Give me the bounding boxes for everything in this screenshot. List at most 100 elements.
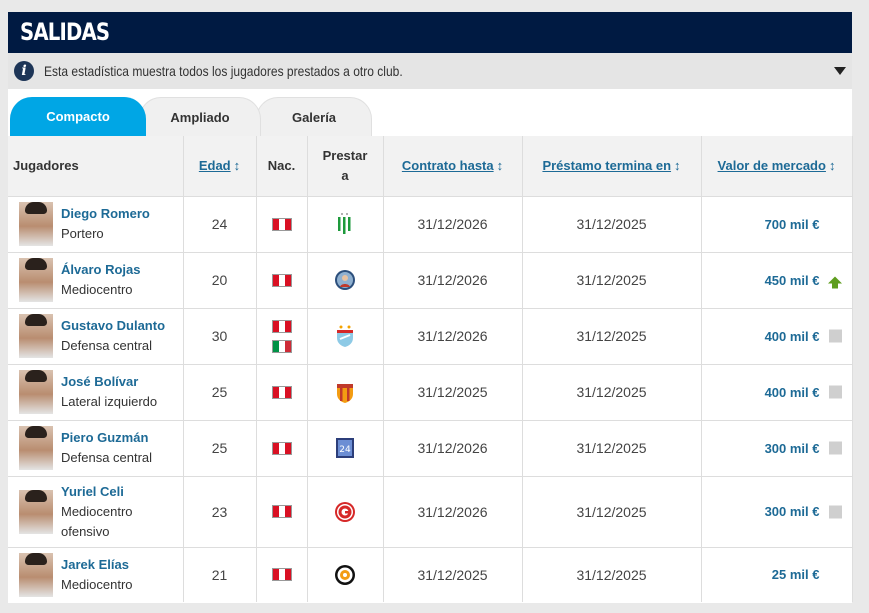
- player-photo[interactable]: [19, 489, 53, 534]
- market-value-link[interactable]: 400 mil €: [764, 384, 820, 400]
- sort-valor-link[interactable]: Valor de mercado: [717, 157, 826, 173]
- sort-icon[interactable]: ↕: [828, 157, 836, 173]
- col-contrato[interactable]: Contrato hasta ↕: [383, 136, 523, 197]
- col-prestar-a-label: Prestar a: [322, 147, 368, 183]
- col-prestar-a: Prestar a: [307, 136, 384, 197]
- player-photo[interactable]: [19, 314, 53, 358]
- contract-cell: 31/12/2026: [383, 420, 523, 477]
- loan-club-cell[interactable]: [307, 476, 384, 548]
- tab-galeria[interactable]: Galería: [256, 97, 372, 136]
- nationality-cell: [256, 252, 308, 309]
- player-position: Mediocentro: [61, 576, 133, 592]
- col-edad[interactable]: Edad ↕: [183, 136, 257, 197]
- table-row: Piero Guzmán Defensa central 25 24 31/12…: [8, 420, 853, 477]
- player-name-link[interactable]: Yuriel Celi: [61, 483, 124, 499]
- flag-it-icon: [271, 339, 292, 353]
- market-value-link[interactable]: 400 mil €: [764, 328, 820, 344]
- flag-pe-icon: [271, 568, 292, 582]
- sort-contrato-link[interactable]: Contrato hasta: [401, 157, 494, 173]
- flag-pe-icon: [271, 319, 292, 333]
- age-cell: 21: [183, 547, 257, 602]
- player-photo[interactable]: [19, 552, 53, 597]
- player-cell: Gustavo Dulanto Defensa central: [8, 308, 184, 365]
- svg-text:24: 24: [339, 445, 351, 455]
- player-cell: Álvaro Rojas Mediocentro: [8, 252, 184, 309]
- sky-blue-shield-crest-icon[interactable]: [334, 324, 356, 348]
- market-value-cell: 400 mil €: [701, 308, 853, 365]
- player-photo[interactable]: [19, 202, 53, 246]
- trend-equal-icon: [828, 385, 842, 399]
- contract-cell: 31/12/2026: [383, 308, 523, 365]
- section-header: SALIDAS: [8, 12, 852, 53]
- loans-out-panel: SALIDAS i Esta estadística muestra todos…: [8, 12, 853, 603]
- player-photo[interactable]: [19, 370, 53, 414]
- contract-cell: 31/12/2026: [383, 196, 523, 253]
- loan-club-cell[interactable]: [307, 308, 384, 365]
- sort-edad-link[interactable]: Edad: [198, 157, 231, 173]
- info-bar[interactable]: i Esta estadística muestra todos los jug…: [8, 53, 852, 89]
- player-cell: Yuriel Celi Mediocentro ofensivo: [8, 476, 184, 548]
- contract-cell: 31/12/2026: [383, 252, 523, 309]
- black-orange-ring-crest-icon[interactable]: [334, 563, 356, 587]
- contract-cell: 31/12/2025: [383, 547, 523, 602]
- trend-up-icon: [827, 276, 842, 289]
- market-value-link[interactable]: 25 mil €: [771, 567, 820, 583]
- section-title: SALIDAS: [20, 18, 110, 46]
- player-name-link[interactable]: José Bolívar: [61, 374, 139, 389]
- market-value-cell: 700 mil €: [701, 196, 853, 253]
- loan-club-cell[interactable]: [307, 364, 384, 421]
- round-portrait-crest-icon[interactable]: [334, 268, 356, 292]
- market-value-cell: 25 mil €: [701, 547, 853, 602]
- sort-prestamo-link[interactable]: Préstamo termina en: [542, 157, 672, 173]
- market-value-link[interactable]: 700 mil €: [764, 216, 820, 232]
- loan-club-cell[interactable]: [307, 547, 384, 602]
- col-valor[interactable]: Valor de mercado ↕: [701, 136, 853, 197]
- player-name-link[interactable]: Álvaro Rojas: [61, 262, 141, 277]
- player-cell: José Bolívar Lateral izquierdo: [8, 364, 184, 421]
- loan-end-cell: 31/12/2025: [522, 476, 702, 548]
- nationality-cell: [256, 364, 308, 421]
- age-cell: 30: [183, 308, 257, 365]
- player-name-link[interactable]: Piero Guzmán: [61, 430, 149, 445]
- view-tabs: Compacto Ampliado Galería: [8, 89, 852, 136]
- player-position: Mediocentro: [61, 282, 133, 297]
- blue-square-crest-icon[interactable]: 24: [334, 436, 356, 460]
- player-name-link[interactable]: Jarek Elías: [61, 556, 129, 572]
- tab-compacto[interactable]: Compacto: [10, 97, 146, 136]
- loan-club-cell[interactable]: [307, 252, 384, 309]
- nationality-cell: [256, 476, 308, 548]
- green-white-striped-crest-icon[interactable]: [334, 212, 356, 236]
- market-value-cell: 300 mil €: [701, 420, 853, 477]
- sort-icon[interactable]: ↕: [233, 157, 241, 173]
- nationality-cell: [256, 308, 308, 365]
- market-value-link[interactable]: 300 mil €: [764, 504, 820, 519]
- sort-icon[interactable]: ↕: [674, 157, 681, 173]
- market-value-link[interactable]: 300 mil €: [764, 440, 820, 456]
- table-row: Gustavo Dulanto Defensa central 30 31/12…: [8, 308, 853, 365]
- contract-cell: 31/12/2025: [383, 364, 523, 421]
- player-photo[interactable]: [19, 258, 53, 302]
- market-value-cell: 300 mil €: [701, 476, 853, 548]
- nationality-cell: [256, 547, 308, 602]
- loan-club-cell[interactable]: 24: [307, 420, 384, 477]
- tab-ampliado[interactable]: Ampliado: [139, 97, 261, 136]
- flag-pe-icon: [271, 385, 292, 399]
- player-name-link[interactable]: Diego Romero: [61, 206, 150, 221]
- player-cell: Diego Romero Portero: [8, 196, 184, 253]
- player-name-link[interactable]: Gustavo Dulanto: [61, 318, 166, 333]
- loan-club-cell[interactable]: [307, 196, 384, 253]
- trend-equal-icon: [828, 441, 842, 455]
- flag-pe-icon: [271, 505, 292, 518]
- player-photo[interactable]: [19, 426, 53, 470]
- market-value-link[interactable]: 450 mil €: [764, 272, 820, 288]
- player-position: Lateral izquierdo: [61, 394, 158, 409]
- red-g-circle-crest-icon[interactable]: [334, 500, 356, 524]
- chevron-down-icon[interactable]: [834, 67, 846, 75]
- orange-red-striped-crest-icon[interactable]: [334, 380, 356, 404]
- table-row: Diego Romero Portero 24 31/12/2026 31/12…: [8, 196, 853, 253]
- sort-icon[interactable]: ↕: [496, 157, 504, 173]
- col-prestamo[interactable]: Préstamo termina en ↕: [522, 136, 702, 197]
- player-position: Defensa central: [61, 450, 153, 465]
- player-position: Mediocentro ofensivo: [61, 503, 133, 539]
- market-value-cell: 450 mil €: [701, 252, 853, 309]
